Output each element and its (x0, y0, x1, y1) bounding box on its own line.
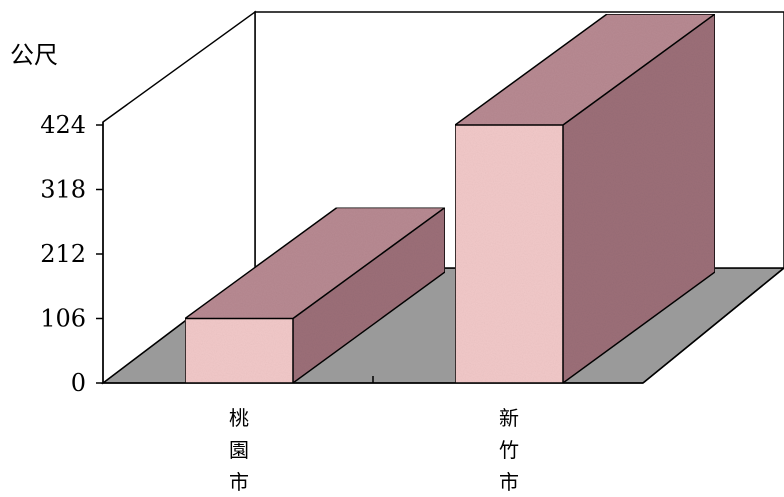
y-tick-label: 106 (40, 305, 86, 333)
y-tick-label: 212 (40, 240, 86, 268)
category-labels: 桃園市 新竹市 (229, 406, 519, 494)
y-tick-label: 0 (71, 369, 86, 397)
bar-front-face (454, 124, 564, 384)
floor-right-edge (642, 267, 784, 384)
bar (452, 12, 718, 385)
y-tick-label: 424 (40, 111, 86, 139)
y-axis-unit-label: 公尺 (10, 41, 58, 69)
bar-front-face (184, 317, 294, 384)
bar (182, 206, 448, 385)
y-axis-ticks: 0 106 212 318 424 (40, 111, 103, 397)
bars (182, 12, 718, 385)
category-label: 新竹市 (499, 406, 519, 494)
category-label: 桃園市 (229, 406, 249, 494)
y-tick-label: 318 (40, 176, 86, 204)
